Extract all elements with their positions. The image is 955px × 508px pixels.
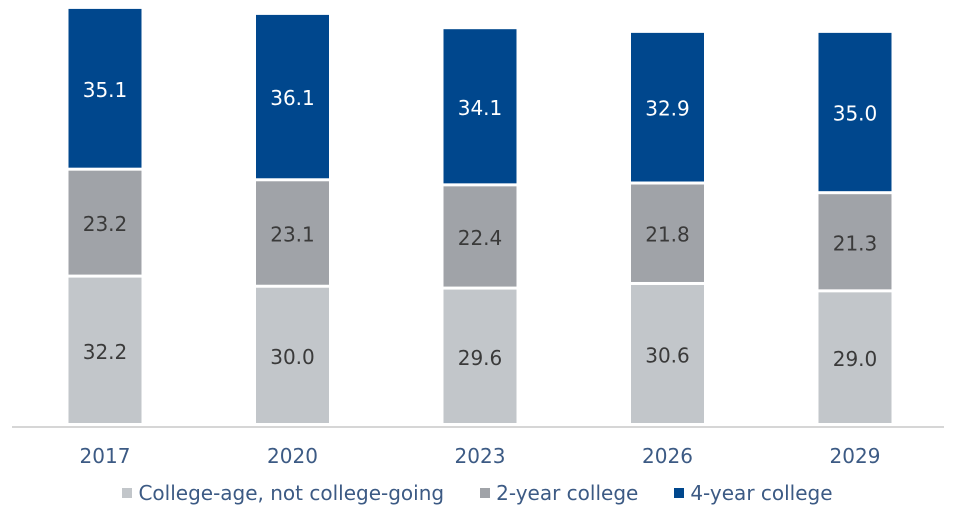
- x-tick-label-2029: 2029: [830, 444, 881, 468]
- x-tick-label-2017: 2017: [80, 444, 131, 468]
- data-label-2029-1: 21.3: [833, 231, 878, 255]
- data-label-2023-0: 29.6: [458, 346, 503, 370]
- x-tick-labels: 2017 2020 2023 2026 2029: [80, 444, 881, 468]
- bar-segment-2029-2: [818, 32, 892, 192]
- data-label-2020-1: 23.1: [270, 223, 315, 247]
- data-label-2029-0: 29.0: [833, 347, 878, 371]
- legend-item-2: 4-year college: [674, 481, 833, 505]
- bar-segment-2020-0: [256, 287, 329, 423]
- x-tick-label-2023: 2023: [455, 444, 506, 468]
- chart-legend: College-age, not college-going 2-year col…: [0, 478, 955, 508]
- data-label-2020-0: 30.0: [270, 345, 315, 369]
- data-label-2029-2: 35.0: [833, 102, 878, 126]
- bar-segment-2017-2: [68, 8, 142, 168]
- data-label-2017-0: 32.2: [83, 340, 128, 364]
- data-label-2026-1: 21.8: [645, 223, 690, 247]
- bar-segment-2029-0: [818, 292, 892, 423]
- data-label-2023-2: 34.1: [458, 96, 503, 120]
- legend-label-2: 4-year college: [690, 481, 833, 505]
- data-label-2017-1: 23.2: [83, 212, 128, 236]
- bar-segment-2017-0: [68, 277, 142, 423]
- data-label-2017-2: 35.1: [83, 78, 128, 102]
- bar-segment-2029-1: [818, 194, 892, 290]
- bar-segment-2020-1: [256, 181, 329, 285]
- x-tick-label-2026: 2026: [642, 444, 693, 468]
- bar-segment-2026-2: [631, 32, 704, 182]
- legend-swatch-0: [122, 488, 133, 498]
- bar-segment-2023-2: [443, 29, 517, 184]
- bars-group: 32.2 23.2 35.1 30.0 23.1 36.1 29.6 22.4 34.1 30.6…: [68, 8, 892, 423]
- bar-segment-2026-1: [631, 184, 704, 282]
- data-label-2026-2: 32.9: [645, 97, 690, 121]
- data-label-2026-0: 30.6: [645, 343, 690, 367]
- legend-swatch-1: [480, 488, 491, 498]
- legend-label-0: College-age, not college-going: [138, 481, 445, 505]
- data-label-2020-2: 36.1: [270, 86, 315, 110]
- legend-swatch-2: [674, 488, 685, 498]
- bar-segment-2023-0: [443, 289, 517, 423]
- legend-label-1: 2-year college: [496, 481, 639, 505]
- bar-segment-2023-1: [443, 186, 517, 287]
- bar-segment-2017-1: [68, 170, 142, 275]
- bar-segment-2020-2: [256, 14, 329, 179]
- bar-segment-2026-0: [631, 284, 704, 423]
- legend-item-0: College-age, not college-going: [122, 481, 444, 505]
- x-tick-label-2020: 2020: [267, 444, 318, 468]
- legend-item-1: 2-year college: [480, 481, 638, 505]
- data-label-2023-1: 22.4: [458, 226, 503, 250]
